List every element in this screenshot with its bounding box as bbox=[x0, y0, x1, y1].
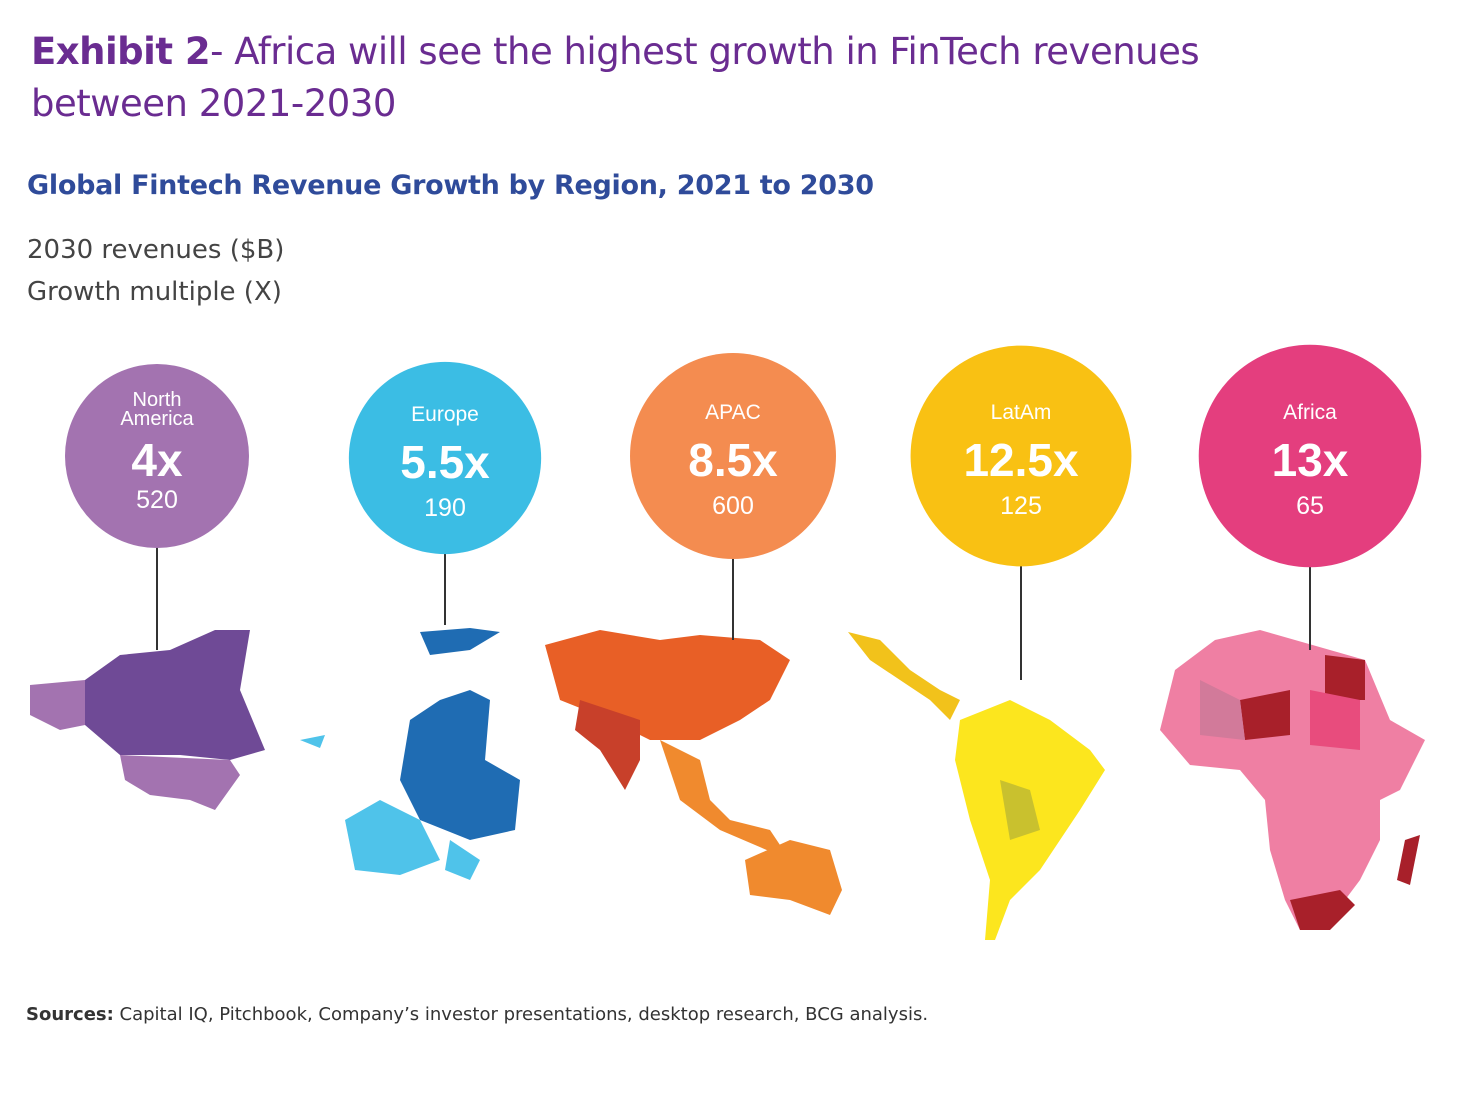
region-map-shape bbox=[660, 740, 790, 860]
region-africa: Africa 13x 65 bbox=[1160, 344, 1425, 930]
region-map-shape bbox=[1240, 690, 1290, 740]
region-bubble bbox=[1198, 344, 1422, 568]
chart-subtitle: Global Fintech Revenue Growth by Region,… bbox=[27, 170, 874, 201]
region-map-shape bbox=[445, 840, 480, 880]
region-map-shape bbox=[400, 690, 520, 840]
region-map-shape bbox=[345, 800, 440, 875]
region-map-shape bbox=[1000, 780, 1040, 840]
revenue-label: 600 bbox=[712, 492, 754, 520]
revenue-label: 125 bbox=[1000, 492, 1042, 520]
legend-revenues: 2030 revenues ($B) bbox=[27, 235, 285, 265]
growth-multiple-label: 12.5x bbox=[963, 434, 1079, 486]
region-bubble bbox=[910, 345, 1132, 567]
region-map-shape bbox=[1290, 890, 1355, 930]
sources-text: Capital IQ, Pitchbook, Company’s investo… bbox=[113, 1004, 929, 1025]
region-label: North bbox=[133, 389, 182, 411]
region-map-shape bbox=[745, 840, 842, 915]
region-bubble bbox=[630, 353, 836, 559]
region-europe: Europe 5.5x 190 bbox=[300, 361, 542, 880]
sources-note: Sources: Capital IQ, Pitchbook, Company’… bbox=[26, 1004, 928, 1025]
region-map-shape bbox=[1200, 680, 1245, 740]
region-map-shape bbox=[300, 735, 325, 748]
exhibit-number: Exhibit 2 bbox=[31, 30, 211, 73]
revenue-label: 190 bbox=[424, 494, 466, 522]
revenue-label: 65 bbox=[1296, 492, 1324, 520]
region-latam: LatAm 12.5x 125 bbox=[848, 345, 1132, 940]
sources-label: Sources: bbox=[26, 1004, 114, 1025]
region-label: America bbox=[120, 408, 194, 430]
revenue-label: 520 bbox=[136, 486, 178, 514]
region-map-shape bbox=[85, 630, 265, 760]
region-label: LatAm bbox=[991, 401, 1052, 424]
region-map-shape bbox=[1325, 655, 1365, 700]
region-map-shape bbox=[848, 632, 960, 720]
region-label: APAC bbox=[705, 401, 761, 424]
region-map-shape bbox=[1160, 630, 1425, 930]
growth-multiple-label: 4x bbox=[131, 434, 183, 486]
growth-multiple-label: 5.5x bbox=[400, 436, 490, 488]
region-map-shape bbox=[575, 700, 640, 790]
region-map-shape bbox=[1397, 835, 1420, 885]
region-map-shape bbox=[120, 755, 240, 810]
exhibit-headline: - Africa will see the highest growth in … bbox=[31, 30, 1200, 125]
region-apac: APAC 8.5x 600 bbox=[545, 353, 842, 915]
region-bubble bbox=[65, 364, 249, 548]
region-bubble bbox=[348, 361, 542, 555]
region-map-shape bbox=[30, 680, 85, 730]
region-label: Africa bbox=[1283, 401, 1337, 424]
growth-multiple-label: 13x bbox=[1272, 434, 1349, 486]
exhibit-title: Exhibit 2- Africa will see the highest g… bbox=[31, 26, 1331, 130]
legend-growth: Growth multiple (X) bbox=[27, 277, 282, 307]
region-map-shape bbox=[1310, 690, 1360, 750]
region-label: Europe bbox=[411, 403, 479, 426]
region-map-shape bbox=[420, 628, 500, 655]
growth-multiple-label: 8.5x bbox=[688, 434, 778, 486]
